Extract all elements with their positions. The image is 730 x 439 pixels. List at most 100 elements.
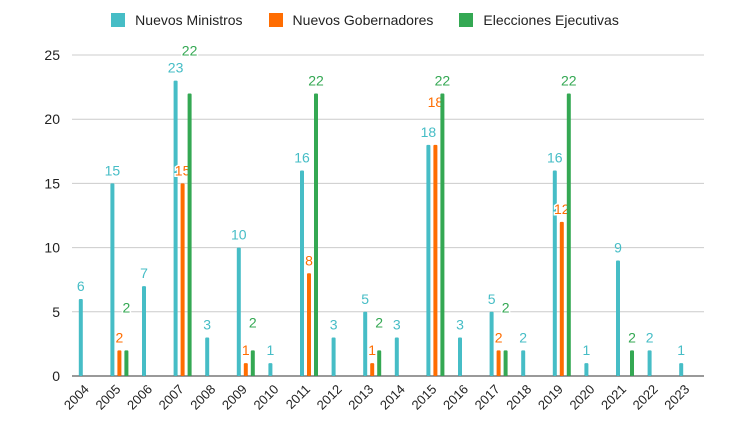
bar-nuevos-gobernadores	[370, 363, 375, 376]
y-tick-label: 20	[44, 111, 60, 127]
data-label: 3	[456, 316, 464, 332]
data-label: 8	[305, 252, 313, 268]
x-tick-label: 2007	[156, 382, 187, 413]
x-tick-label: 2015	[408, 382, 439, 413]
bar-nuevos-ministros	[647, 350, 652, 376]
bar-nuevos-ministros	[173, 80, 178, 377]
data-label: 9	[614, 239, 622, 255]
bar-nuevos-ministros	[489, 311, 494, 376]
bar-nuevos-ministros	[616, 260, 620, 376]
y-tick-label: 25	[44, 47, 60, 63]
bar-nuevos-ministros	[205, 337, 210, 376]
data-label: 3	[203, 316, 211, 332]
x-tick-label: 2005	[92, 382, 123, 413]
bar-nuevos-ministros	[78, 298, 83, 376]
data-label: 6	[77, 278, 85, 294]
bar-nuevos-gobernadores	[433, 144, 438, 376]
legend: Nuevos Ministros Nuevos Gobernadores Ele…	[0, 12, 730, 28]
data-label: 1	[583, 342, 591, 358]
bar-nuevos-ministros	[426, 144, 431, 376]
legend-label: Elecciones Ejecutivas	[483, 12, 619, 28]
bar-elecciones-ejecutivas	[503, 350, 508, 376]
x-tick-label: 2004	[61, 382, 92, 413]
bar-nuevos-gobernadores	[559, 221, 564, 376]
bar-nuevos-ministros	[394, 337, 399, 376]
x-tick-label: 2023	[661, 382, 692, 413]
data-label: 1	[267, 342, 275, 358]
x-tick-label: 2012	[314, 382, 345, 413]
data-label: 1	[242, 342, 250, 358]
data-label: 3	[330, 316, 338, 332]
data-label: 2	[375, 314, 383, 330]
data-label: 2	[519, 329, 527, 345]
data-label: 22	[308, 73, 324, 89]
data-label: 1	[368, 342, 376, 358]
y-tick-label: 15	[44, 175, 60, 191]
x-tick-label: 2020	[566, 382, 597, 413]
bar-nuevos-ministros	[331, 337, 336, 376]
bar-nuevos-ministros	[142, 286, 146, 376]
data-label: 15	[105, 162, 121, 178]
x-tick-label: 2021	[598, 382, 629, 413]
y-tick-label: 5	[52, 304, 60, 320]
bar-nuevos-ministros	[363, 311, 368, 376]
bar-elecciones-ejecutivas	[440, 93, 445, 377]
bar-nuevos-gobernadores	[117, 350, 122, 376]
data-label: 3	[393, 316, 401, 332]
data-label: 16	[547, 150, 563, 166]
x-tick-label: 2022	[630, 382, 661, 413]
legend-item-ministros[interactable]: Nuevos Ministros	[111, 12, 243, 28]
legend-swatch-gobernadores	[268, 13, 283, 27]
bar-nuevos-ministros	[521, 350, 526, 376]
data-label: 10	[231, 227, 247, 243]
bar-nuevos-ministros	[458, 337, 462, 376]
x-tick-label: 2016	[440, 382, 471, 413]
bar-nuevos-ministros	[236, 247, 241, 376]
x-tick-label: 2006	[124, 382, 155, 413]
y-tick-label: 0	[52, 368, 60, 384]
data-label: 16	[294, 150, 310, 166]
data-label: 1	[677, 342, 685, 358]
bar-nuevos-gobernadores	[307, 273, 311, 376]
bar-elecciones-ejecutivas	[314, 93, 318, 377]
legend-label: Nuevos Ministros	[135, 12, 243, 28]
bar-elecciones-ejecutivas	[377, 350, 382, 376]
legend-item-gobernadores[interactable]: Nuevos Gobernadores	[268, 12, 434, 28]
legend-label: Nuevos Gobernadores	[292, 12, 434, 28]
data-label: 18	[421, 124, 437, 140]
y-tick-label: 10	[44, 240, 60, 256]
bar-nuevos-gobernadores	[243, 363, 248, 376]
data-label: 2	[646, 329, 654, 345]
data-label: 5	[361, 291, 369, 307]
bar-elecciones-ejecutivas	[630, 350, 634, 376]
x-tick-label: 2017	[472, 382, 503, 413]
data-label: 22	[435, 73, 451, 89]
bar-nuevos-ministros	[300, 170, 304, 376]
data-label: 2	[116, 329, 124, 345]
data-label: 22	[561, 73, 577, 89]
x-tick-label: 2008	[187, 382, 218, 413]
x-tick-label: 2019	[535, 382, 566, 413]
data-label: 2	[123, 299, 131, 315]
bar-nuevos-ministros	[552, 170, 557, 376]
x-tick-label: 2009	[219, 382, 250, 413]
bar-nuevos-ministros	[584, 363, 589, 376]
data-label: 12	[554, 201, 570, 217]
x-tick-label: 2011	[283, 382, 313, 412]
legend-item-elecciones[interactable]: Elecciones Ejecutivas	[459, 12, 619, 28]
bar-elecciones-ejecutivas	[250, 350, 255, 376]
data-label: 7	[140, 265, 148, 281]
data-label: 22	[182, 43, 198, 59]
bar-elecciones-ejecutivas	[566, 93, 571, 377]
data-label: 2	[628, 329, 636, 345]
bar-nuevos-ministros	[110, 183, 115, 376]
bar-nuevos-ministros	[268, 363, 273, 376]
bar-nuevos-gobernadores	[496, 350, 501, 376]
data-label: 18	[428, 94, 444, 110]
bar-elecciones-ejecutivas	[187, 93, 192, 377]
x-tick-label: 2018	[503, 382, 534, 413]
bar-nuevos-ministros	[679, 363, 684, 376]
bar-elecciones-ejecutivas	[124, 350, 129, 376]
